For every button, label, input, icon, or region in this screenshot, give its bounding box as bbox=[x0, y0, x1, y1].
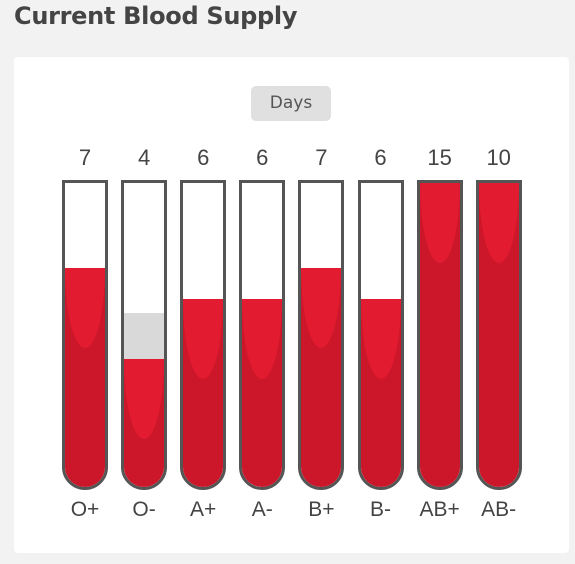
tube-days-value: 7 bbox=[78, 145, 92, 170]
tube-days-value: 15 bbox=[427, 145, 452, 170]
tube-days-value: 6 bbox=[197, 145, 210, 170]
blood-tube bbox=[416, 180, 463, 490]
blood-tube bbox=[180, 180, 227, 490]
blood-type-label: AB+ bbox=[419, 498, 460, 521]
blood-type-label: O- bbox=[132, 498, 156, 521]
blood-tube bbox=[475, 180, 522, 490]
blood-fill bbox=[65, 268, 105, 487]
blood-tube bbox=[121, 180, 168, 490]
days-toggle-button[interactable]: Days bbox=[251, 86, 331, 121]
blood-type-label: AB- bbox=[481, 498, 517, 521]
blood-type-label: A+ bbox=[190, 498, 217, 521]
blood-fill bbox=[419, 183, 460, 487]
blood-fill bbox=[124, 359, 165, 487]
blood-fill bbox=[242, 298, 283, 487]
blood-tube bbox=[239, 180, 286, 490]
tube-days-value: 6 bbox=[374, 145, 387, 170]
blood-type-label: B+ bbox=[308, 498, 335, 521]
blood-fill bbox=[183, 298, 224, 487]
blood-fill bbox=[478, 183, 519, 487]
blood-fill bbox=[360, 298, 401, 487]
tube-days-value: 4 bbox=[137, 145, 151, 170]
blood-tube bbox=[62, 180, 108, 490]
tube-days-value: 10 bbox=[486, 145, 511, 170]
page-title: Current Blood Supply bbox=[14, 2, 298, 30]
tube-days-value: 7 bbox=[315, 145, 328, 170]
blood-type-label: B- bbox=[370, 498, 391, 521]
blood-type-label: A- bbox=[251, 498, 273, 521]
tube-days-value: 6 bbox=[256, 145, 269, 170]
blood-type-label: O+ bbox=[70, 498, 100, 521]
blood-tube bbox=[357, 180, 404, 490]
blood-tube bbox=[298, 180, 345, 490]
blood-fill bbox=[301, 268, 342, 487]
